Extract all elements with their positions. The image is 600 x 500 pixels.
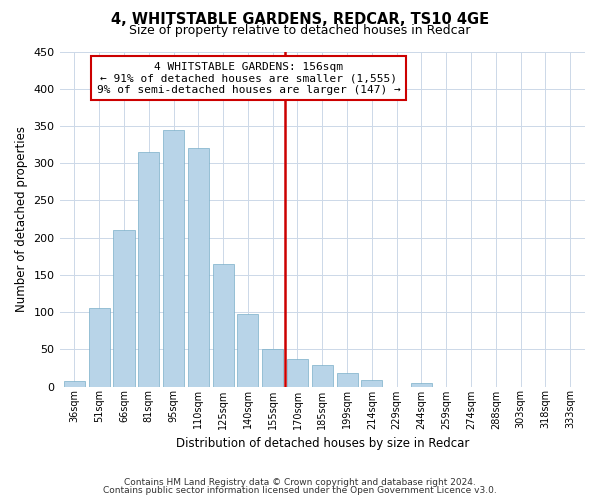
Bar (212, 264, 233, 386)
Bar (337, 373, 358, 386)
Bar (287, 359, 308, 386)
Text: Contains public sector information licensed under the Open Government Licence v3: Contains public sector information licen… (103, 486, 497, 495)
Bar (188, 148, 209, 386)
Bar (262, 350, 283, 387)
Bar (312, 365, 333, 386)
Text: Size of property relative to detached houses in Redcar: Size of property relative to detached ho… (129, 24, 471, 37)
Bar (138, 152, 160, 386)
Text: Contains HM Land Registry data © Crown copyright and database right 2024.: Contains HM Land Registry data © Crown c… (124, 478, 476, 487)
Text: 4, WHITSTABLE GARDENS, REDCAR, TS10 4GE: 4, WHITSTABLE GARDENS, REDCAR, TS10 4GE (111, 12, 489, 28)
Bar (411, 383, 432, 386)
Bar (64, 382, 85, 386)
Bar (361, 380, 382, 386)
Bar (89, 308, 110, 386)
Bar (113, 230, 134, 386)
Bar (238, 314, 259, 386)
X-axis label: Distribution of detached houses by size in Redcar: Distribution of detached houses by size … (176, 437, 469, 450)
Y-axis label: Number of detached properties: Number of detached properties (15, 126, 28, 312)
Bar (163, 130, 184, 386)
Text: 4 WHITSTABLE GARDENS: 156sqm
← 91% of detached houses are smaller (1,555)
9% of : 4 WHITSTABLE GARDENS: 156sqm ← 91% of de… (97, 62, 401, 95)
